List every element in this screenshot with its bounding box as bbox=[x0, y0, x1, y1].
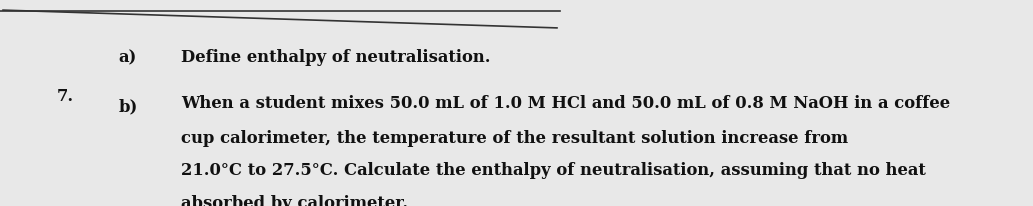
Text: cup calorimeter, the temperature of the resultant solution increase from: cup calorimeter, the temperature of the … bbox=[181, 130, 848, 146]
Text: When a student mixes 50.0 mL of 1.0 M HCl and 50.0 mL of 0.8 M NaOH in a coffee: When a student mixes 50.0 mL of 1.0 M HC… bbox=[181, 95, 950, 111]
Text: a): a) bbox=[119, 49, 137, 66]
Text: 21.0°C to 27.5°C. Calculate the enthalpy of neutralisation, assuming that no hea: 21.0°C to 27.5°C. Calculate the enthalpy… bbox=[181, 163, 926, 179]
Text: b): b) bbox=[119, 99, 138, 116]
Text: absorbed by calorimeter.: absorbed by calorimeter. bbox=[181, 195, 408, 206]
Text: 7.: 7. bbox=[57, 88, 74, 105]
Text: Define enthalpy of neutralisation.: Define enthalpy of neutralisation. bbox=[181, 49, 491, 66]
